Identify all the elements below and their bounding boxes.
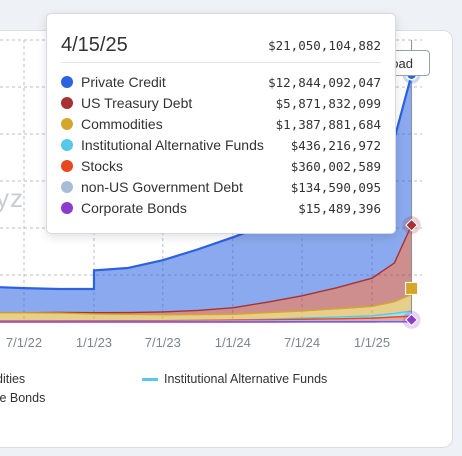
tooltip-row: Institutional Alternative Funds $436,216,… (61, 135, 381, 155)
tooltip-row: Stocks $360,002,589 (61, 156, 381, 176)
tooltip-series-value: $12,844,092,047 (268, 74, 381, 90)
tooltip-series-value: $436,216,972 (290, 137, 381, 153)
tooltip-divider (61, 62, 381, 63)
series-color-dot (61, 202, 73, 214)
legend-item[interactable]: Institutional Alternative Funds (142, 372, 327, 386)
line-commodities (0, 293, 412, 316)
x-tick-label: 1/1/24 (214, 335, 251, 350)
x-tick-label: 1/1/25 (353, 335, 391, 350)
tooltip-series-label: Stocks (81, 158, 124, 174)
legend-label: dities (0, 372, 26, 386)
series-color-dot (61, 97, 73, 109)
tooltip-series-label: US Treasury Debt (81, 95, 193, 111)
x-tick-label: 7/1/23 (144, 335, 181, 350)
tooltip-series-value: $134,590,095 (290, 179, 381, 195)
tooltip-series-value: $360,002,589 (290, 158, 381, 174)
tooltip-row: Commodities $1,387,881,684 (61, 114, 381, 134)
x-tick-label: 7/1/24 (283, 335, 321, 350)
tooltip-series-value: $1,387,881,684 (275, 116, 381, 132)
tooltip-series-label: non-US Government Debt (81, 179, 243, 195)
series-color-dot (61, 181, 73, 193)
tooltip-series-label: Private Credit (81, 74, 166, 90)
legend-item[interactable]: te Bonds (0, 391, 45, 405)
tooltip-total: $21,050,104,882 (268, 38, 381, 53)
tooltip-series-label: Institutional Alternative Funds (81, 137, 264, 153)
area-private-credit (0, 74, 412, 313)
tooltip-row: US Treasury Debt $5,871,832,099 (61, 93, 381, 113)
legend-item[interactable]: dities (0, 372, 25, 386)
series-color-dot (61, 76, 73, 88)
legend-label: Institutional Alternative Funds (164, 372, 328, 386)
legend-label: te Bonds (0, 391, 46, 405)
tooltip-date: 4/15/25 (61, 34, 128, 56)
watermark-text: yz (0, 183, 24, 213)
hover-marker-commodities (405, 281, 419, 295)
hover-tooltip: 4/15/25 $21,050,104,882 Private Credit $1… (46, 13, 396, 234)
tooltip-row: Private Credit $12,844,092,047 (61, 72, 381, 92)
hover-marker-corporate-bonds (405, 313, 418, 327)
tooltip-row: non-US Government Debt $134,590,095 (61, 177, 381, 197)
hover-marker-us-treasury-debt (405, 218, 418, 232)
tooltip-series-label: Corporate Bonds (81, 200, 187, 216)
legend-swatch (142, 377, 158, 381)
series-color-dot (61, 160, 73, 172)
series-color-dot (61, 139, 73, 151)
x-tick-label: 7/1/22 (5, 335, 43, 350)
series-color-dot (61, 118, 73, 130)
tooltip-series-value: $15,489,396 (298, 200, 381, 216)
tooltip-series-label: Commodities (81, 116, 163, 132)
tooltip-series-value: $5,871,832,099 (275, 95, 381, 111)
tooltip-row: Corporate Bonds $15,489,396 (61, 198, 381, 218)
x-tick-label: 1/1/23 (75, 335, 113, 350)
